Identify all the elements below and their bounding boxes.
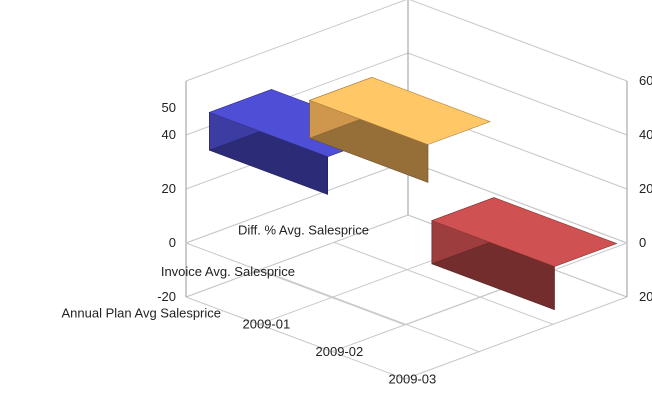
left-axis-tick-label: 0 [169,235,176,250]
right-axis-tick-label: 0 [639,235,646,250]
bar-diff-avg-salesprice [431,197,618,311]
right-axis-tick-label: 20 [639,181,652,196]
right-axis-tick-label: 20 [639,289,652,304]
left-axis-tick-label: -20 [157,289,176,304]
left-axis-tick-label: 50 [162,100,176,115]
series-label: Annual Plan Avg Salesprice [62,305,221,320]
left-axis-tick-label: 20 [162,181,176,196]
floor-grid-line [185,296,406,380]
x-category-label: 2009-02 [316,344,364,359]
bars [208,76,618,311]
x-category-label: 2009-01 [243,317,291,332]
zero-plane [184,160,629,326]
bar-top-face [431,197,618,267]
left-axis-tick-label: 40 [162,127,176,142]
bar-invoice-avg-salesprice [308,76,491,183]
wall-grid-line [185,0,628,82]
series-label: Invoice Avg. Salesprice [161,264,295,279]
x-category-label: 2009-03 [389,371,437,386]
right-axis-tick-label: 40 [639,127,652,142]
right-axis-tick-label: 60 [639,73,652,88]
labels: -20 0 20 40 50 20 0 20 40 60 Annual Plan Avg Sales… [62,73,652,386]
floor-grid-line [333,241,554,325]
floor-grid-line [404,296,628,380]
floor-grid-line [259,269,480,353]
bar-top-face [308,76,491,145]
series-label: Diff. % Avg. Salesprice [238,223,369,238]
